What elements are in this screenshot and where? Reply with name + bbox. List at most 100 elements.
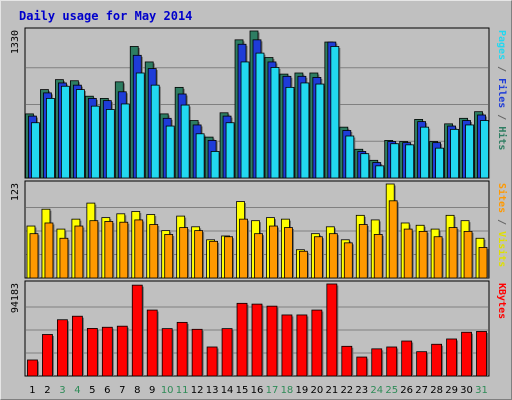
bar-sites-day-1 bbox=[29, 233, 39, 279]
bar-pages-day-10 bbox=[165, 125, 175, 179]
bar-pages-day-25 bbox=[390, 143, 400, 179]
x-tick-label: 15 bbox=[236, 385, 249, 396]
legend-visits: Visits bbox=[496, 231, 508, 267]
bar-pages-day-19 bbox=[300, 82, 310, 179]
x-tick-label: 1 bbox=[29, 385, 35, 396]
bar-kbytes-day-25 bbox=[386, 346, 398, 377]
x-tick-label: 21 bbox=[325, 385, 338, 396]
bar-kbytes-day-13 bbox=[206, 346, 218, 377]
panel-3: 94183 KBytes bbox=[10, 280, 507, 377]
bar-kbytes-day-21 bbox=[326, 283, 338, 377]
bar-pages-day-26 bbox=[405, 144, 415, 179]
bar-sites-day-28 bbox=[433, 236, 443, 279]
bar-pages-day-29 bbox=[450, 128, 459, 179]
bar-pages-day-12 bbox=[195, 133, 205, 179]
bar-kbytes-day-22 bbox=[341, 345, 353, 377]
bar-sites-day-23 bbox=[358, 224, 368, 279]
bar-kbytes-day-30 bbox=[461, 331, 472, 377]
bar-kbytes-day-26 bbox=[401, 340, 413, 377]
bar-kbytes-day-3 bbox=[57, 319, 68, 377]
bar-pages-day-8 bbox=[135, 72, 145, 179]
x-tick-label: 26 bbox=[400, 385, 413, 396]
chart-title: Daily usage for May 2014 bbox=[19, 9, 192, 23]
bar-pages-day-5 bbox=[90, 105, 100, 179]
x-tick-label: 23 bbox=[355, 385, 368, 396]
bar-kbytes-day-15 bbox=[236, 302, 248, 377]
x-tick-label: 31 bbox=[475, 385, 488, 396]
bar-pages-day-9 bbox=[150, 84, 160, 179]
bar-kbytes-day-8 bbox=[131, 284, 143, 377]
bar-kbytes-day-10 bbox=[161, 328, 173, 377]
x-tick-label: 3 bbox=[59, 385, 65, 396]
legend-hits: Hits bbox=[496, 126, 508, 150]
bar-kbytes-day-20 bbox=[311, 309, 323, 377]
x-tick-label: 12 bbox=[191, 385, 204, 396]
bar-kbytes-day-11 bbox=[176, 321, 188, 377]
x-tick-label: 19 bbox=[296, 385, 309, 396]
bar-sites-day-26 bbox=[403, 228, 413, 279]
x-tick-label: 14 bbox=[221, 385, 234, 396]
panel-2: 123 Sites / Visits bbox=[10, 180, 508, 279]
bar-pages-day-7 bbox=[120, 103, 130, 179]
bar-sites-day-30 bbox=[463, 230, 473, 279]
series-legend: KBytes bbox=[496, 283, 507, 319]
bar-kbytes-day-9 bbox=[146, 309, 158, 377]
bar-pages-day-11 bbox=[180, 104, 190, 179]
x-tick-label: 13 bbox=[206, 385, 219, 396]
bar-pages-day-21 bbox=[330, 46, 340, 179]
bar-kbytes-day-18 bbox=[281, 314, 293, 377]
bar-sites-day-5 bbox=[89, 220, 99, 279]
bar-kbytes-day-23 bbox=[356, 356, 368, 377]
bar-sites-day-3 bbox=[59, 237, 69, 279]
bar-kbytes-day-27 bbox=[416, 351, 428, 377]
bar-pages-day-3 bbox=[61, 85, 70, 179]
bar-kbytes-day-5 bbox=[86, 328, 98, 377]
bar-sites-day-15 bbox=[239, 218, 248, 279]
bar-kbytes-day-1 bbox=[27, 359, 38, 377]
y-max-label: 123 bbox=[10, 183, 21, 201]
bar-sites-day-31 bbox=[478, 247, 488, 279]
bar-sites-day-19 bbox=[299, 250, 308, 279]
legend-pages: Pages bbox=[496, 30, 507, 60]
x-tick-label: 24 bbox=[370, 385, 383, 396]
series-legend: Sites / Visits bbox=[496, 183, 508, 267]
legend-kbytes: KBytes bbox=[496, 283, 507, 319]
bar-sites-day-4 bbox=[74, 225, 84, 279]
bar-kbytes-day-12 bbox=[191, 328, 203, 377]
x-tick-label: 4 bbox=[74, 385, 80, 396]
legend--: / bbox=[496, 213, 507, 231]
bar-kbytes-day-4 bbox=[71, 315, 83, 377]
x-tick-label: 5 bbox=[89, 385, 95, 396]
x-tick-label: 25 bbox=[385, 385, 398, 396]
bar-pages-day-4 bbox=[75, 89, 85, 179]
bar-kbytes-day-19 bbox=[296, 314, 308, 377]
series-legend: Pages / Files / Hits bbox=[496, 30, 508, 150]
bar-pages-day-30 bbox=[465, 124, 474, 179]
bar-kbytes-day-24 bbox=[371, 348, 383, 377]
bar-pages-day-27 bbox=[420, 126, 430, 179]
bar-pages-day-22 bbox=[345, 135, 355, 179]
legend-sites: Sites bbox=[496, 183, 508, 213]
x-tick-label: 6 bbox=[104, 385, 110, 396]
bar-kbytes-day-2 bbox=[42, 334, 53, 377]
bar-pages-day-6 bbox=[105, 109, 115, 179]
bar-pages-day-31 bbox=[480, 120, 489, 179]
bar-pages-day-17 bbox=[270, 67, 280, 179]
bar-sites-day-16 bbox=[254, 233, 263, 279]
x-tick-label: 10 bbox=[161, 385, 174, 396]
bar-pages-day-24 bbox=[375, 165, 385, 179]
bar-sites-day-24 bbox=[373, 234, 383, 279]
x-tick-label: 2 bbox=[44, 385, 50, 396]
bar-pages-day-18 bbox=[285, 86, 295, 179]
x-tick-label: 8 bbox=[134, 385, 140, 396]
bar-sites-day-17 bbox=[269, 225, 278, 279]
x-tick-label: 18 bbox=[281, 385, 294, 396]
bar-sites-day-22 bbox=[343, 242, 353, 279]
bar-sites-day-9 bbox=[149, 224, 159, 279]
bar-sites-day-6 bbox=[104, 221, 114, 279]
bar-sites-day-14 bbox=[224, 236, 233, 279]
legend--: / bbox=[496, 60, 507, 78]
x-tick-label: 11 bbox=[176, 385, 189, 396]
